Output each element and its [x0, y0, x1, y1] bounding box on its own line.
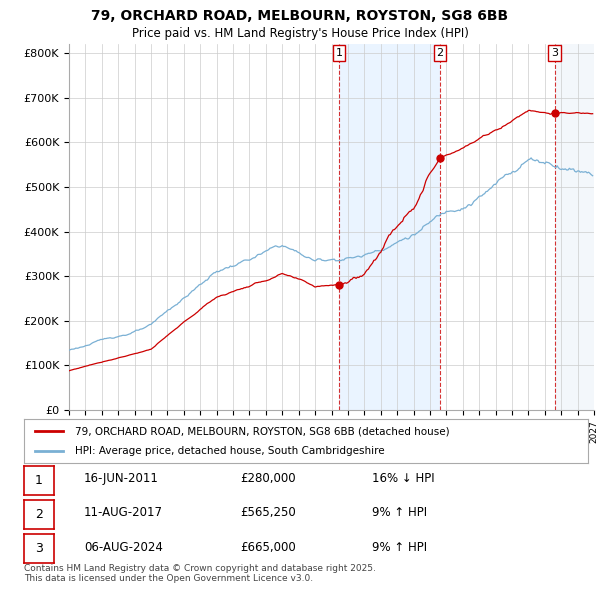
Text: HPI: Average price, detached house, South Cambridgeshire: HPI: Average price, detached house, Sout… — [75, 446, 385, 455]
Text: 9% ↑ HPI: 9% ↑ HPI — [372, 540, 427, 553]
Text: 79, ORCHARD ROAD, MELBOURN, ROYSTON, SG8 6BB (detached house): 79, ORCHARD ROAD, MELBOURN, ROYSTON, SG8… — [75, 427, 449, 436]
Text: £280,000: £280,000 — [240, 472, 296, 485]
Text: 16% ↓ HPI: 16% ↓ HPI — [372, 472, 434, 485]
Text: 1: 1 — [335, 48, 343, 58]
Text: 3: 3 — [551, 48, 558, 58]
Text: 1: 1 — [35, 474, 43, 487]
Text: 3: 3 — [35, 542, 43, 555]
Text: £665,000: £665,000 — [240, 540, 296, 553]
Text: 16-JUN-2011: 16-JUN-2011 — [84, 472, 159, 485]
Text: £565,250: £565,250 — [240, 506, 296, 519]
Bar — [554, 44, 594, 410]
Text: Price paid vs. HM Land Registry's House Price Index (HPI): Price paid vs. HM Land Registry's House … — [131, 27, 469, 40]
Text: 2: 2 — [35, 508, 43, 521]
Text: 06-AUG-2024: 06-AUG-2024 — [84, 540, 163, 553]
Bar — [339, 44, 440, 410]
Text: 9% ↑ HPI: 9% ↑ HPI — [372, 506, 427, 519]
Text: 79, ORCHARD ROAD, MELBOURN, ROYSTON, SG8 6BB: 79, ORCHARD ROAD, MELBOURN, ROYSTON, SG8… — [91, 9, 509, 23]
Text: 11-AUG-2017: 11-AUG-2017 — [84, 506, 163, 519]
Text: Contains HM Land Registry data © Crown copyright and database right 2025.
This d: Contains HM Land Registry data © Crown c… — [24, 563, 376, 583]
Text: 2: 2 — [437, 48, 443, 58]
